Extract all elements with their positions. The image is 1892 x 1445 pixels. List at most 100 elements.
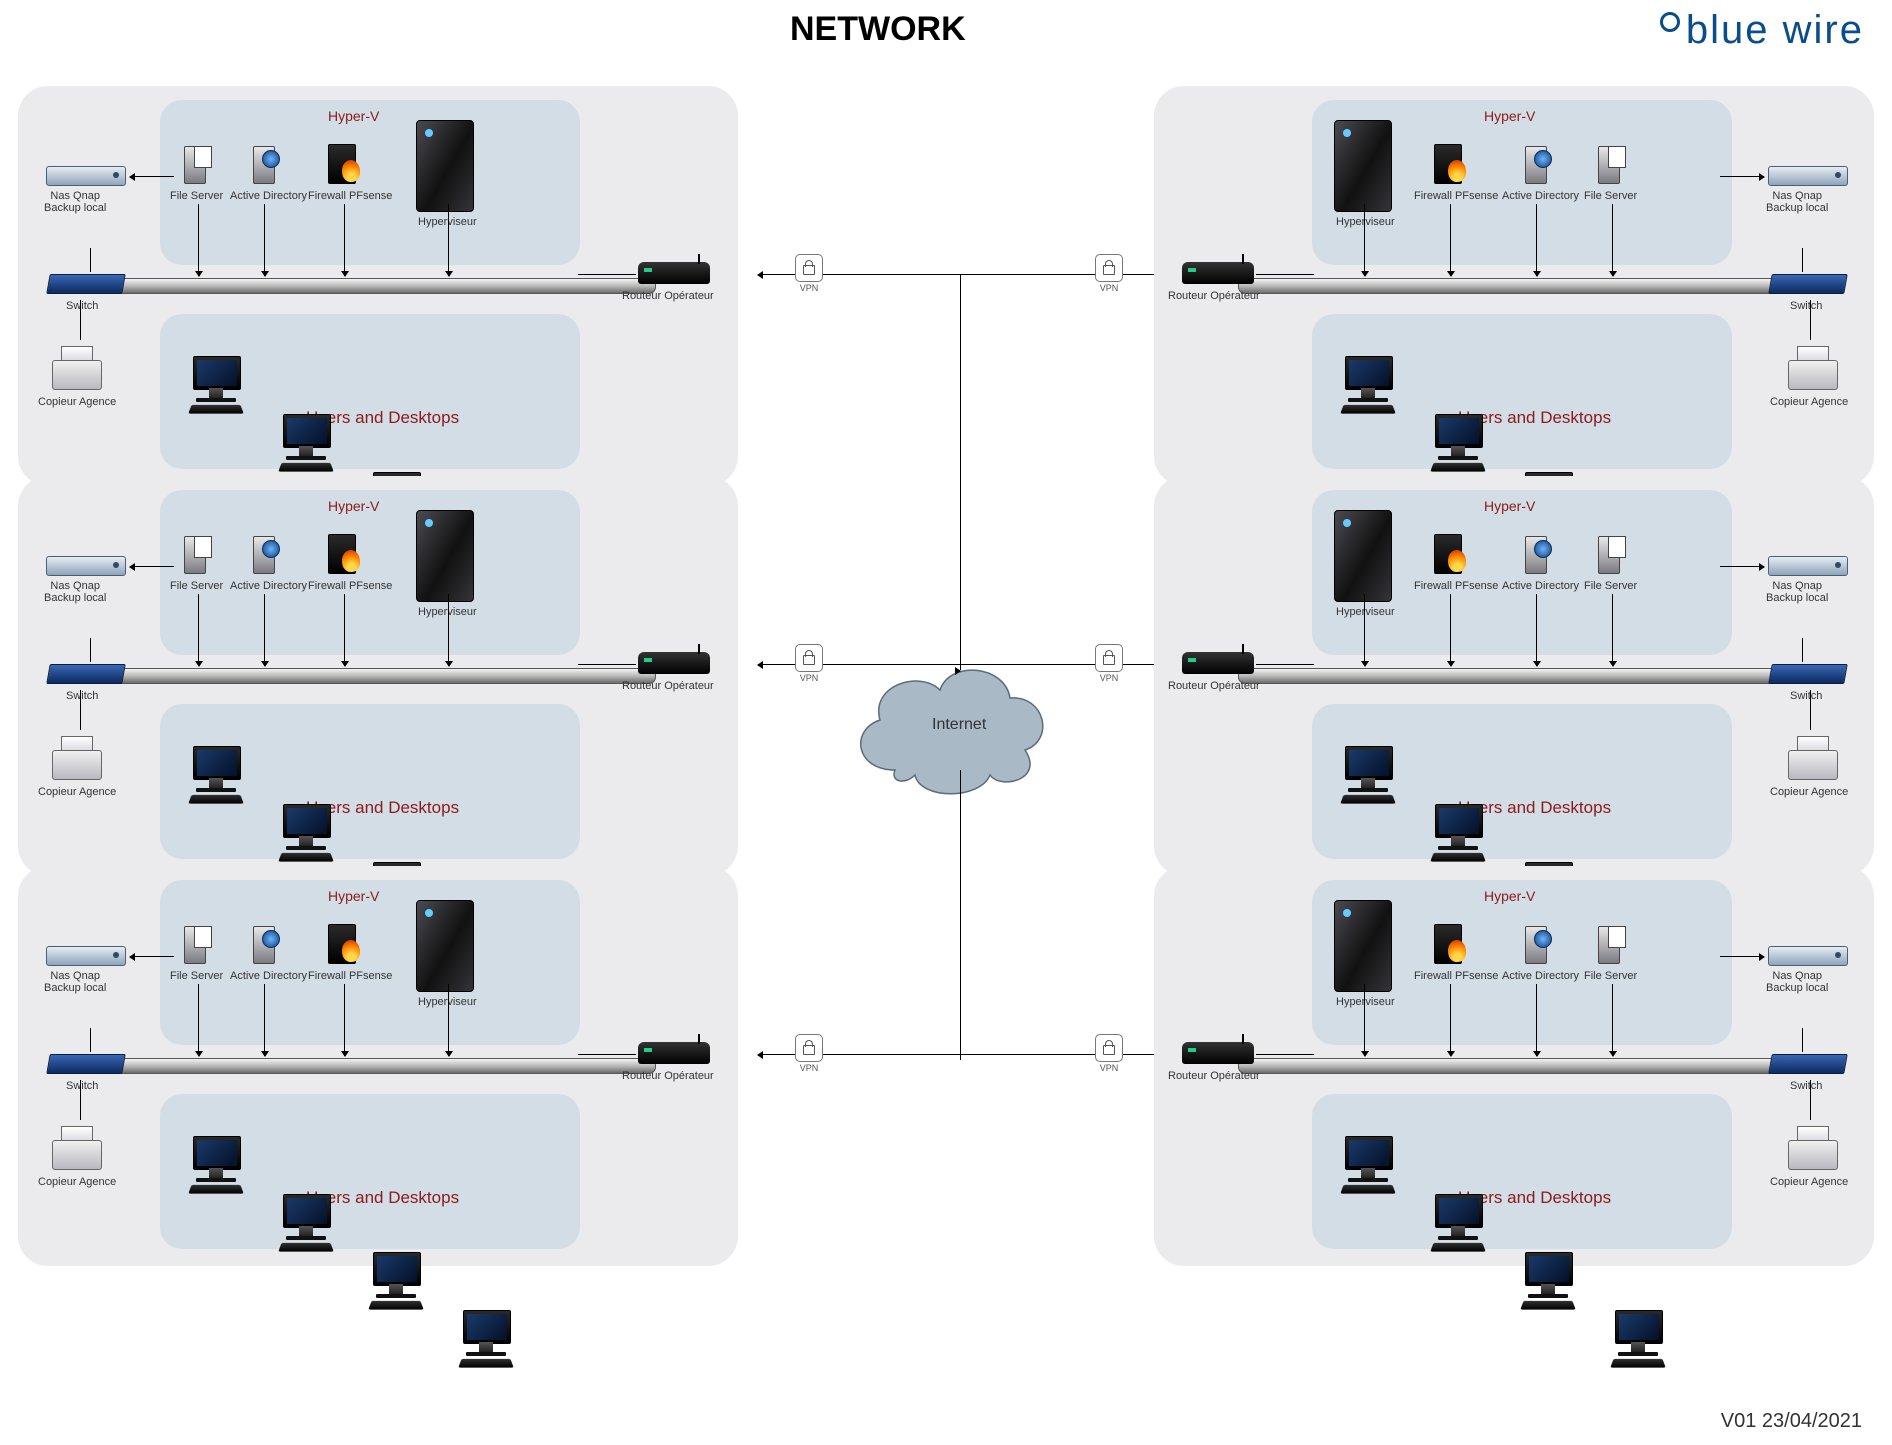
- hyperv-title: Hyper-V: [1484, 498, 1535, 514]
- desktop-icon-0: [186, 1136, 246, 1194]
- fw-label: Firewall PFsense: [308, 970, 392, 982]
- fw-label: Firewall PFsense: [1414, 970, 1498, 982]
- hyperv-title: Hyper-V: [1484, 888, 1535, 904]
- arm-left-2: [758, 1054, 960, 1055]
- ad-icon: [250, 140, 278, 184]
- ad-label: Active Directory: [1502, 970, 1579, 982]
- desktop-icon-1: [1428, 414, 1488, 472]
- vpn-right-0: VPN: [1092, 254, 1126, 292]
- switch-label: Switch: [66, 300, 98, 312]
- tower-icon: [1334, 510, 1392, 602]
- ad-label: Active Directory: [230, 190, 307, 202]
- file-label: File Server: [1584, 580, 1637, 592]
- desktop-icon-1: [276, 804, 336, 862]
- nas-arrow: [1720, 176, 1764, 177]
- hv-arrow-2: [344, 204, 345, 276]
- arm-left-1: [758, 664, 960, 665]
- file-label: File Server: [1584, 190, 1637, 202]
- router-line: [578, 274, 636, 275]
- pipe: [114, 668, 656, 684]
- copier-icon: [1788, 734, 1838, 780]
- ad-icon: [1522, 140, 1550, 184]
- copier-icon: [52, 344, 102, 390]
- file-label: File Server: [170, 970, 223, 982]
- hv-arrow-1: [264, 984, 265, 1056]
- switch-label: Switch: [1790, 1080, 1822, 1092]
- pipe: [114, 278, 656, 294]
- router-icon: [1182, 262, 1254, 284]
- vpn-left-1: VPN: [792, 644, 826, 682]
- desktop-icon-3: [1608, 1310, 1668, 1368]
- hv-arrow-1: [1450, 984, 1451, 1056]
- tower-icon: [1334, 120, 1392, 212]
- nas-label: Nas QnapBackup local: [44, 190, 106, 214]
- tower-icon: [416, 120, 474, 212]
- fw-label: Firewall PFsense: [1414, 580, 1498, 592]
- router-line: [1256, 1054, 1314, 1055]
- pipe: [114, 1058, 656, 1074]
- router-label: Routeur Opérateur: [1168, 680, 1260, 692]
- router-label: Routeur Opérateur: [1168, 290, 1260, 302]
- hyperv-title: Hyper-V: [1484, 108, 1535, 124]
- fw-label: Firewall PFsense: [308, 190, 392, 202]
- pipe: [1238, 668, 1780, 684]
- ad-icon: [250, 530, 278, 574]
- desktop-icon-3: [456, 1310, 516, 1368]
- desktop-icon-1: [276, 414, 336, 472]
- copier-conn: [1810, 1080, 1811, 1120]
- router-icon: [1182, 652, 1254, 674]
- site-2: Hyper-VUsers and DesktopsNas QnapBackup …: [18, 476, 738, 876]
- desktop-icon-0: [1338, 1136, 1398, 1194]
- switch-conn: [1802, 638, 1803, 662]
- fw-icon: [328, 530, 360, 574]
- tower-icon: [416, 510, 474, 602]
- switch-conn: [90, 1028, 91, 1052]
- hyperv-title: Hyper-V: [328, 108, 379, 124]
- desktop-icon-1: [1428, 804, 1488, 862]
- copier-icon: [1788, 1124, 1838, 1170]
- hv-arrow-0: [198, 204, 199, 276]
- copier-label: Copieur Agence: [1770, 396, 1848, 408]
- router-label: Routeur Opérateur: [622, 680, 714, 692]
- desktop-icon-0: [1338, 356, 1398, 414]
- tower-label: Hyperviseur: [1336, 996, 1395, 1008]
- ad-label: Active Directory: [230, 970, 307, 982]
- switch-conn: [90, 638, 91, 662]
- hv-arrow-1: [264, 594, 265, 666]
- page-title: NETWORK: [790, 10, 966, 49]
- router-icon: [1182, 1042, 1254, 1064]
- switch-icon: [46, 274, 126, 294]
- switch-icon: [1768, 274, 1848, 294]
- hv-arrow-2: [344, 594, 345, 666]
- nas-arrow: [130, 956, 174, 957]
- site-5: Hyper-VUsers and DesktopsNas QnapBackup …: [1154, 866, 1874, 1266]
- copier-label: Copieur Agence: [38, 1176, 116, 1188]
- hv-arrow-3: [1612, 984, 1613, 1056]
- copier-icon: [52, 734, 102, 780]
- fw-icon: [328, 140, 360, 184]
- hv-arrow-1: [264, 204, 265, 276]
- tower-label: Hyperviseur: [1336, 216, 1395, 228]
- hv-arrow-0: [1364, 984, 1365, 1056]
- switch-icon: [1768, 664, 1848, 684]
- file-icon: [184, 530, 212, 574]
- router-label: Routeur Opérateur: [1168, 1070, 1260, 1082]
- nas-arrow: [130, 176, 174, 177]
- copier-conn: [80, 1080, 81, 1120]
- vpn-right-2: VPN: [1092, 1034, 1126, 1072]
- tower-label: Hyperviseur: [1336, 606, 1395, 618]
- backbone-v-bottom: [960, 770, 961, 1060]
- vpn-left-2: VPN: [792, 1034, 826, 1072]
- copier-conn: [1810, 690, 1811, 730]
- nas-icon: [1768, 946, 1848, 966]
- hv-arrow-2: [1536, 594, 1537, 666]
- switch-conn: [1802, 248, 1803, 272]
- router-label: Routeur Opérateur: [622, 1070, 714, 1082]
- nas-label: Nas QnapBackup local: [1766, 970, 1828, 994]
- nas-label: Nas QnapBackup local: [1766, 580, 1828, 604]
- fw-icon: [1434, 920, 1466, 964]
- copier-conn: [80, 300, 81, 340]
- file-icon: [184, 140, 212, 184]
- network-diagram-page: NETWORK blue wire V01 23/04/2021 Interne…: [0, 0, 1892, 1445]
- ad-icon: [1522, 530, 1550, 574]
